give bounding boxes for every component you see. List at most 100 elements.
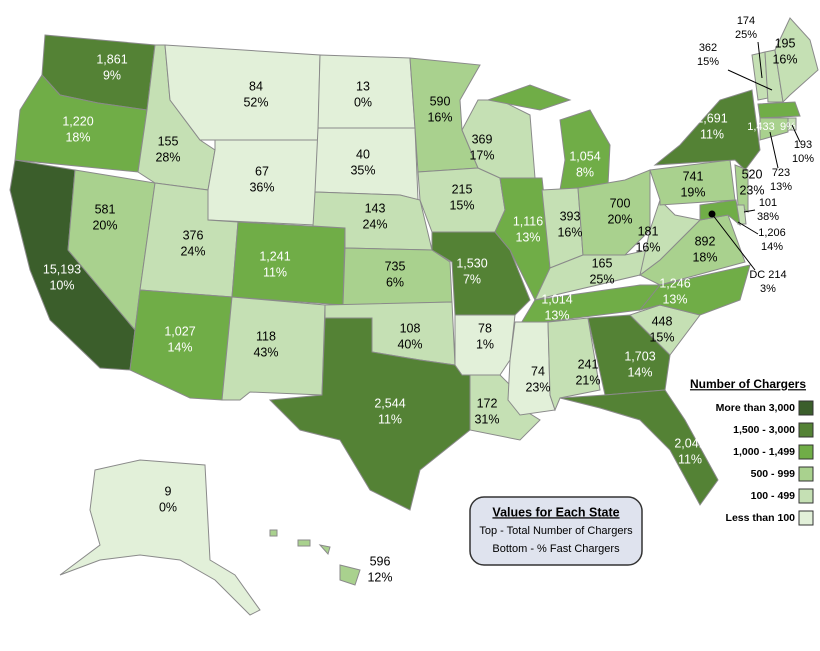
- leader-line: [769, 131, 779, 169]
- total-chargers: 1,246: [659, 276, 690, 290]
- total-chargers: 118: [256, 329, 276, 343]
- labels: 1,861 9% 1,220 18% 15,193 10% 581 20% 155 28% 84 52…: [43, 15, 814, 584]
- legend-swatch: [798, 422, 814, 438]
- legend-label: 1,000 - 1,499: [733, 446, 795, 458]
- total-chargers: 1,433: [747, 121, 775, 133]
- fast-share: 9%: [780, 121, 796, 133]
- total-chargers: 143: [365, 201, 386, 215]
- fast-share: 15%: [649, 330, 674, 344]
- fast-share: 25%: [589, 272, 614, 286]
- total-chargers: 369: [472, 132, 493, 146]
- total-chargers: 13: [356, 79, 370, 93]
- legend-swatch: [798, 466, 814, 482]
- total-chargers: 9: [165, 484, 172, 498]
- fast-share: 13%: [770, 181, 792, 193]
- fast-share: 14%: [627, 365, 652, 379]
- fast-share: 10%: [49, 278, 74, 292]
- fast-share: 16%: [635, 240, 660, 254]
- fast-share: 15%: [449, 198, 474, 212]
- fast-share: 43%: [253, 345, 278, 359]
- leader-line: [737, 221, 759, 235]
- legend-label: 1,500 - 3,000: [733, 424, 795, 436]
- total-chargers: 1,054: [569, 149, 600, 163]
- fast-share: 13%: [662, 292, 687, 306]
- state: [268, 317, 471, 511]
- fast-share: 16%: [427, 110, 452, 124]
- fast-share: 18%: [65, 130, 90, 144]
- state: [231, 221, 346, 306]
- fast-share: 38%: [757, 211, 779, 223]
- fast-share: 6%: [386, 275, 404, 289]
- state: [759, 117, 789, 141]
- fast-share: 14%: [761, 241, 783, 253]
- fast-share: 20%: [92, 218, 117, 232]
- total-chargers: 741: [683, 169, 704, 183]
- total-chargers: 181: [638, 224, 659, 238]
- state: [342, 247, 453, 306]
- total-chargers: 2,041: [674, 436, 705, 450]
- total-chargers: 1,691: [696, 111, 727, 125]
- total-chargers: DC 214: [749, 269, 786, 281]
- total-chargers: 84: [249, 79, 263, 93]
- fast-share: 20%: [607, 212, 632, 226]
- state: [486, 84, 572, 111]
- total-chargers: 362: [699, 42, 717, 54]
- fast-share: 3%: [760, 283, 776, 295]
- total-chargers: 1,206: [758, 227, 786, 239]
- total-chargers: 108: [400, 321, 421, 335]
- fast-share: 8%: [576, 165, 594, 179]
- fast-share: 25%: [735, 29, 757, 41]
- fast-share: 0%: [354, 95, 372, 109]
- state: [59, 459, 261, 616]
- total-chargers: 590: [430, 94, 451, 108]
- fast-share: 23%: [525, 380, 550, 394]
- total-chargers: 735: [385, 259, 406, 273]
- total-chargers: 448: [652, 314, 673, 328]
- fast-share: 7%: [463, 272, 481, 286]
- state: [649, 159, 736, 206]
- fast-share: 12%: [367, 570, 392, 584]
- total-chargers: 67: [255, 164, 269, 178]
- legend-label: Less than 100: [726, 512, 796, 524]
- total-chargers: 393: [560, 209, 581, 223]
- info-box-frame: [469, 496, 643, 566]
- total-chargers: 520: [742, 167, 763, 181]
- info-line: Bottom - % Fast Chargers: [492, 543, 620, 555]
- legend-swatch: [798, 400, 814, 416]
- total-chargers: 78: [478, 321, 492, 335]
- info-box: Values for Each State Top - Total Number…: [469, 496, 643, 566]
- total-chargers: 1,014: [541, 292, 572, 306]
- total-chargers: 74: [531, 364, 545, 378]
- state: [339, 564, 361, 586]
- total-chargers: 40: [356, 147, 370, 161]
- total-chargers: 1,220: [62, 114, 93, 128]
- total-chargers: 1,027: [164, 324, 195, 338]
- total-chargers: 172: [477, 396, 498, 410]
- fast-share: 10%: [792, 153, 814, 165]
- fast-share: 28%: [155, 150, 180, 164]
- fast-share: 15%: [697, 56, 719, 68]
- state: [559, 389, 719, 506]
- total-chargers: 15,193: [43, 262, 81, 276]
- state: [462, 374, 541, 441]
- total-chargers: 195: [775, 36, 796, 50]
- total-chargers: 1,116: [513, 214, 543, 228]
- fast-share: 11%: [378, 412, 402, 426]
- fast-share: 21%: [575, 373, 600, 387]
- fast-share: 11%: [263, 265, 287, 279]
- total-chargers: 1,861: [96, 52, 127, 66]
- leader-line: [727, 69, 773, 91]
- fast-share: 14%: [167, 340, 192, 354]
- total-chargers: 1,703: [624, 349, 655, 363]
- total-chargers: 1,530: [456, 256, 487, 270]
- leader-line: [791, 124, 801, 143]
- state: [653, 89, 761, 171]
- total-chargers: 723: [772, 167, 790, 179]
- state: [318, 544, 331, 556]
- total-chargers: 376: [183, 228, 204, 242]
- total-chargers: 155: [158, 134, 179, 148]
- fast-share: 11%: [700, 127, 724, 141]
- total-chargers: 892: [695, 234, 716, 248]
- total-chargers: 1,241: [259, 249, 290, 263]
